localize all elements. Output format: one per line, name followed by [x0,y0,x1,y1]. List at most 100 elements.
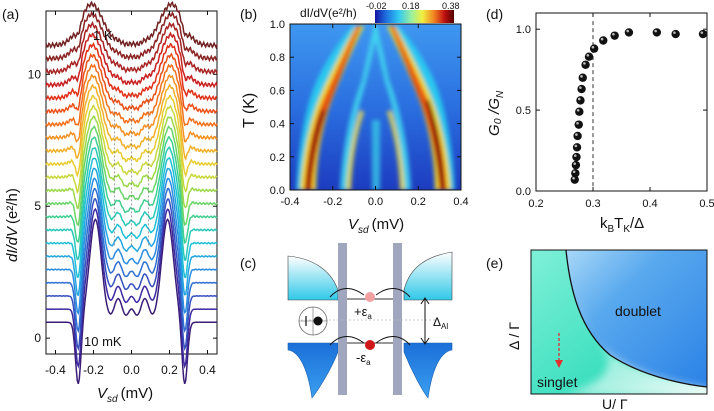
data-point [698,29,708,39]
panel-a-xlabel-unit: (mV) [121,385,154,402]
spectrum-curve [46,207,217,369]
panel-b-colorbar-title: dI/dV(e²/h) [300,6,357,20]
panel-a-xlabel-main: V [97,385,109,402]
panel-b-xlabel-unit: (mV) [372,216,405,233]
panel-b-ylabel: T (K) [241,93,258,128]
spectrum-curve [45,20,218,76]
left-lead-upper-dos [287,255,339,301]
panel-d-ylabel-main: G₀ /G [486,98,503,136]
x-tick-label: -0.4 [281,196,300,208]
spectrum-curve [45,31,218,89]
panel-a-ylabel-main: dI/dV [4,225,21,262]
right-lead-upper-dos [403,251,453,301]
right-tunnel-barrier [393,243,402,395]
y-tick-label: 10 [28,67,42,81]
panel-d-xlabel-k: k [600,215,608,232]
x-tick-label: 0.4 [642,198,657,210]
data-point [574,120,583,129]
spectrum-curve [45,167,218,297]
gap-label-sub: Al [441,322,448,331]
panel-b-cbar-tick: 0.18 [402,1,420,11]
data-point-highlight [574,144,578,148]
x-tick-label: 0.2 [411,196,426,208]
data-point [572,152,581,162]
plus-energy-label: +εa [354,304,372,321]
data-point [577,84,586,94]
panel-c: (c) ΔAl +εa -εa [240,243,453,399]
panel-b-cbar-tick: -0.02 [366,1,387,11]
x-tick-label: -0.2 [83,363,104,377]
heatmap-left-inner [340,26,378,190]
panel-b-colorbar [375,10,454,23]
data-point [652,28,662,37]
upper-state-dot [365,292,375,302]
y-tick-label: 0 [34,331,41,345]
data-point-highlight [576,121,579,125]
panel-b-heatmap [290,24,461,190]
data-point [589,44,599,53]
heatmap-right-inner-yellow [387,110,405,190]
arrow-lower-right [375,336,411,346]
spectrum-curve [45,41,218,102]
y-tick-label: 0.0 [270,185,285,197]
data-point-highlight [579,86,582,89]
panel-e-label: (e) [486,255,503,271]
data-point-highlight [580,75,583,78]
gap-label-main: Δ [433,315,441,329]
panel-a-label: (a) [2,6,19,22]
panel-d-ylabel-sub: N [495,90,506,98]
data-point [576,96,585,105]
panel-b-xlabel-sub: sd [358,225,369,236]
data-point-highlight [583,62,586,65]
data-point-highlight [626,29,630,33]
y-tick-label: 0.0 [516,186,531,198]
data-point-highlight [654,29,657,33]
panel-d-ylabel: G₀ /GN [486,90,506,136]
spectrum-curve [46,218,217,385]
panel-b-cbar-tick: 0.38 [442,1,460,11]
y-tick-label: 0.2 [270,152,285,164]
y-tick-label: 5 [34,199,41,213]
heatmap-center [372,120,380,190]
spectrum-curve [45,104,218,195]
panel-b-axes: -0.4 -0.2 0.0 0.2 0.4 0.0 0.2 0.4 0.6 0.8 1.0 [270,19,469,208]
panel-a-xlabel-sub: sd [107,394,118,405]
gap-arrow-head-up [420,297,430,305]
x-tick-label: 0.4 [199,363,216,377]
x-tick-label: -0.2 [323,196,342,208]
doublet-region [566,250,707,387]
data-point-highlight [673,31,676,34]
panel-d-points [570,21,708,191]
data-point [624,28,634,37]
y-tick-label: 0.4 [270,119,285,131]
panel-d-xlabel-b: B [608,224,615,235]
gap-label: ΔAl [433,315,448,331]
y-tick-label: 0.5 [516,105,531,117]
data-point-highlight [577,97,581,101]
spectrum-curve [45,0,218,50]
data-point [575,107,584,116]
x-tick-label: -0.4 [45,363,66,377]
panel-a-axes: -0.4 -0.2 0.0 0.2 0.4 0 5 10 [28,11,217,377]
panel-b-label: (b) [240,6,257,22]
heatmap-right-dark [425,100,445,190]
data-point [572,143,582,152]
heatmap-left-inner-yellow [346,110,364,190]
panel-a: (a) -0.4 -0.2 0.0 0.2 0.4 0 5 10 1 K 10 mK dI/d… [2,0,218,405]
data-point-highlight [591,45,595,49]
minus-energy-main: -ε [356,350,366,365]
panel-b-xlabel-main: V [348,216,360,233]
y-tick-label: 0.8 [270,52,285,64]
panel-d-axes: 0.2 0.3 0.4 0.5 0.0 0.5 1.0 [516,13,714,210]
data-point-highlight [572,176,575,180]
panel-e-xlabel: U/ Γ [602,396,628,411]
data-point [610,31,619,40]
panel-e-frame [530,249,708,395]
spectrum-curve [45,115,218,209]
phase-boundary [565,250,707,388]
data-point-highlight [572,170,576,174]
spectrum-curve [45,198,218,352]
x-tick-label: 0.0 [123,363,140,377]
data-point-highlight [576,109,580,112]
